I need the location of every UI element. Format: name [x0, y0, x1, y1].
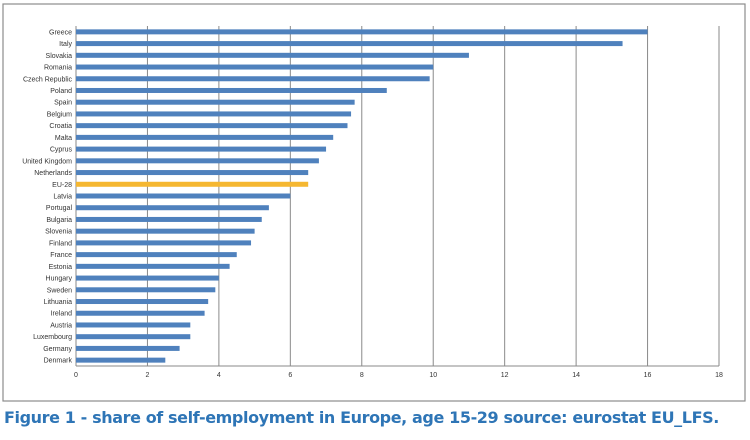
- category-label: Romania: [44, 65, 72, 72]
- category-label: Sweden: [47, 287, 72, 294]
- category-label: Bulgaria: [46, 217, 72, 224]
- category-label: Czech Republic: [23, 76, 73, 83]
- bar-finland: [76, 240, 252, 246]
- bar-romania: [76, 64, 434, 70]
- x-tick-label: 14: [572, 372, 580, 379]
- bars: [76, 29, 648, 363]
- gridlines: [75, 26, 720, 367]
- category-labels: Greece Italy Slovakia Romania Czech Republic…: [22, 29, 72, 364]
- bar-cyprus: [76, 146, 327, 152]
- category-label: Italy: [59, 41, 72, 48]
- bar-luxembourg: [76, 334, 191, 340]
- bar-united-kingdom: [76, 158, 319, 164]
- bar-ireland: [76, 310, 205, 316]
- bar-portugal: [76, 205, 269, 211]
- category-label: Estonia: [49, 264, 72, 271]
- category-label: United Kingdom: [22, 158, 72, 165]
- category-label: Slovakia: [46, 53, 73, 60]
- x-tick-labels: 0 2 4 6 8 10 12 14 16 18: [74, 372, 723, 379]
- category-label: Malta: [55, 135, 72, 142]
- category-label: Germany: [43, 346, 72, 353]
- bar-italy: [76, 41, 623, 47]
- bar-sweden: [76, 287, 216, 293]
- category-label: Greece: [49, 29, 72, 36]
- bar-spain: [76, 99, 355, 105]
- category-label: Portugal: [46, 205, 73, 212]
- bar-france: [76, 252, 237, 258]
- bar-malta: [76, 134, 334, 140]
- category-label: Netherlands: [34, 170, 72, 177]
- category-label: Slovenia: [45, 229, 72, 236]
- bar-poland: [76, 87, 387, 93]
- category-label: Spain: [54, 100, 72, 107]
- category-label: Ireland: [51, 311, 73, 318]
- category-label: Poland: [50, 88, 72, 95]
- x-tick-label: 0: [74, 372, 78, 379]
- bar-slovakia: [76, 52, 469, 58]
- bar-germany: [76, 345, 180, 351]
- x-tick-label: 16: [644, 372, 652, 379]
- bar-netherlands: [76, 170, 309, 176]
- bar-czech-republic: [76, 76, 430, 82]
- bar-greece: [76, 29, 648, 35]
- category-label: Croatia: [49, 123, 72, 130]
- bar-bulgaria: [76, 216, 262, 222]
- category-label: France: [50, 252, 72, 259]
- x-tick-label: 10: [429, 372, 437, 379]
- bar-croatia: [76, 123, 348, 129]
- category-label: Belgium: [47, 111, 72, 118]
- chart-frame: [2, 3, 746, 402]
- bar-lithuania: [76, 299, 209, 305]
- category-label: Finland: [49, 240, 72, 247]
- bar-belgium: [76, 111, 352, 117]
- category-label: Austria: [50, 322, 72, 329]
- x-tick-label: 18: [715, 372, 723, 379]
- x-tick-label: 4: [217, 372, 221, 379]
- bar-slovenia: [76, 228, 255, 234]
- category-label: Latvia: [53, 194, 72, 201]
- bar-estonia: [76, 263, 230, 269]
- category-label: Luxembourg: [33, 334, 72, 341]
- x-tick-label: 12: [501, 372, 509, 379]
- x-tick-label: 2: [145, 372, 149, 379]
- x-tick-label: 6: [288, 372, 292, 379]
- category-label: Hungary: [46, 276, 73, 283]
- category-label: Lithuania: [44, 299, 73, 306]
- x-tick-label: 8: [360, 372, 364, 379]
- category-label: Cyprus: [50, 147, 73, 154]
- category-label: EU-28: [52, 182, 72, 189]
- figure-caption: Figure 1 - share of self-employment in E…: [4, 408, 719, 427]
- bar-austria: [76, 322, 191, 328]
- bar-denmark: [76, 357, 166, 363]
- bar-hungary: [76, 275, 219, 281]
- bar-eu-28: [76, 181, 309, 187]
- category-label: Denmark: [44, 358, 73, 365]
- bar-latvia: [76, 193, 291, 199]
